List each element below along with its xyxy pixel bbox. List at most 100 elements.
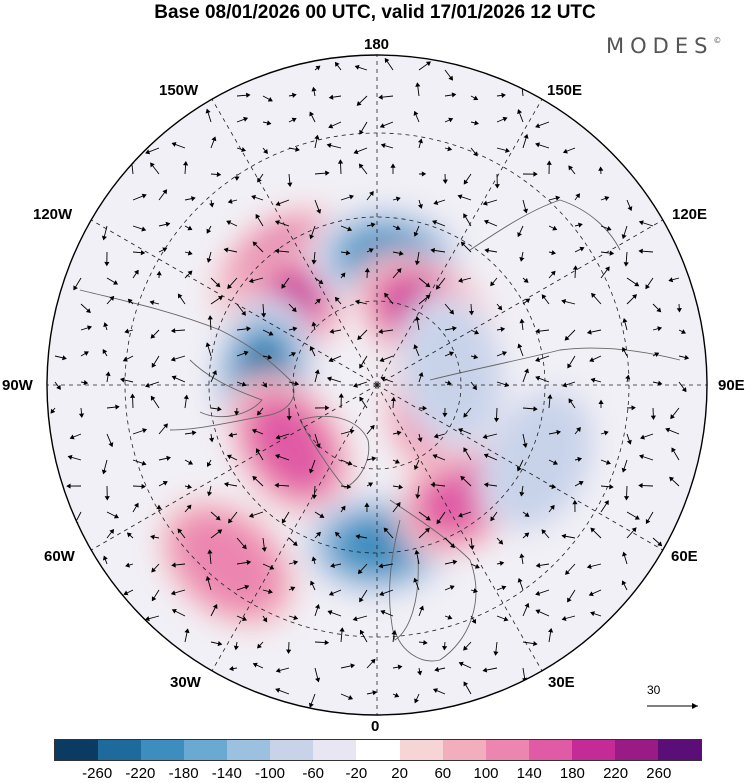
wind-arrow: [366, 248, 374, 253]
wind-arrow: [170, 355, 186, 362]
wind-arrow: [255, 213, 264, 227]
scandinavia-coast: [389, 519, 419, 641]
wind-arrow: [177, 528, 186, 539]
wind-arrow: [183, 161, 189, 175]
wind-arrow: [380, 143, 394, 149]
wind-arrow: [517, 343, 524, 357]
wind-arrow: [132, 193, 147, 201]
wind-arrow: [274, 220, 290, 227]
wind-arrow: [574, 481, 584, 487]
wind-arrow: [151, 589, 160, 602]
wind-arrow: [669, 476, 680, 487]
wind-arrow: [564, 329, 576, 341]
wind-arrow: [262, 354, 273, 360]
map-boundary: [46, 54, 708, 716]
colorbar-segment: [98, 740, 142, 760]
wind-arrow: [548, 225, 558, 231]
wind-arrow: [574, 426, 581, 435]
wind-arrow: [234, 407, 240, 416]
wind-arrow: [286, 407, 292, 421]
wind-arrow: [678, 381, 687, 393]
colorbar-tick-label: 180: [559, 765, 585, 782]
wind-arrow: [236, 381, 247, 387]
wind-arrow: [132, 269, 139, 279]
wind-arrow: [275, 687, 290, 695]
wind-arrow: [379, 589, 394, 597]
wind-arrow: [562, 147, 576, 154]
wind-arrow: [209, 433, 215, 443]
wind-arrow: [458, 661, 472, 669]
meridians: [47, 55, 707, 715]
wind-arrow: [314, 369, 320, 383]
wind-arrow: [314, 170, 330, 176]
wind-arrow: [496, 537, 504, 545]
wind-arrow: [414, 251, 420, 266]
wind-arrow: [390, 163, 396, 175]
colorbar-segment: [528, 740, 572, 760]
wind-arrow: [132, 225, 147, 232]
wind-arrow: [158, 247, 168, 253]
wind-arrow: [678, 354, 690, 360]
colorbar-segment: [442, 740, 486, 760]
wind-arrow: [586, 329, 602, 335]
wind-arrow: [623, 251, 629, 267]
wind-arrow: [483, 482, 498, 488]
east-asia-coast: [469, 199, 621, 251]
wind-arrow: [314, 604, 320, 617]
wind-arrow: [496, 351, 507, 357]
wind-arrow: [457, 511, 472, 518]
wind-arrow: [122, 355, 134, 362]
wind-arrow: [458, 428, 472, 435]
wind-arrow: [546, 160, 552, 175]
wind-arrow: [352, 615, 368, 622]
wind-arrow: [226, 454, 238, 461]
wind-arrow: [678, 329, 687, 334]
wind-arrow: [184, 459, 194, 465]
wind-arrow: [572, 265, 579, 279]
wind-arrow: [207, 315, 213, 331]
wind-arrow: [340, 663, 356, 669]
wind-arrow: [482, 433, 498, 440]
wind-arrow: [433, 199, 446, 205]
wind-arrow: [590, 611, 602, 617]
wind-arrow: [621, 580, 628, 591]
wind-arrow: [207, 485, 213, 497]
wind-arrow: [522, 511, 530, 517]
colorbar-tick-label: -180: [168, 765, 199, 782]
wind-arrow: [206, 251, 212, 263]
wind-arrow: [287, 173, 293, 188]
wind-arrow: [463, 213, 472, 227]
wind-arrow: [314, 277, 324, 285]
wind-arrow: [120, 377, 134, 383]
wind-arrow: [444, 117, 454, 123]
wind-arrow: [257, 407, 264, 416]
chart-title: Base 08/01/2026 00 UTC, valid 17/01/2026…: [154, 2, 596, 23]
wind-arrow: [493, 641, 499, 656]
wind-arrow: [496, 116, 508, 123]
wind-arrow: [210, 511, 221, 521]
wind-arrow: [494, 173, 500, 189]
wind-arrow: [378, 563, 394, 569]
wind-arrow: [80, 351, 89, 357]
wind-arrow: [144, 381, 160, 388]
wind-arrow: [442, 407, 448, 418]
wind-vectors: [50, 57, 690, 708]
wind-arrow: [366, 658, 376, 669]
wind-arrow: [590, 377, 602, 383]
wind-arrow: [106, 404, 120, 410]
siberia-coast: [429, 347, 681, 381]
colorbar-segment: [141, 740, 185, 760]
wind-arrow: [158, 189, 168, 201]
wind-arrow: [442, 641, 448, 651]
colorbar-tick-label: 220: [603, 765, 629, 782]
wind-arrow: [671, 447, 680, 461]
colorbar-tick-label: -140: [211, 765, 242, 782]
wind-arrow: [384, 292, 394, 305]
wind-arrow: [209, 199, 215, 208]
wind-arrow: [328, 94, 342, 100]
wind-arrow: [184, 430, 197, 436]
wind-arrow: [640, 433, 654, 440]
lon-label-180: 180: [364, 36, 390, 53]
wind-arrow: [625, 374, 631, 383]
